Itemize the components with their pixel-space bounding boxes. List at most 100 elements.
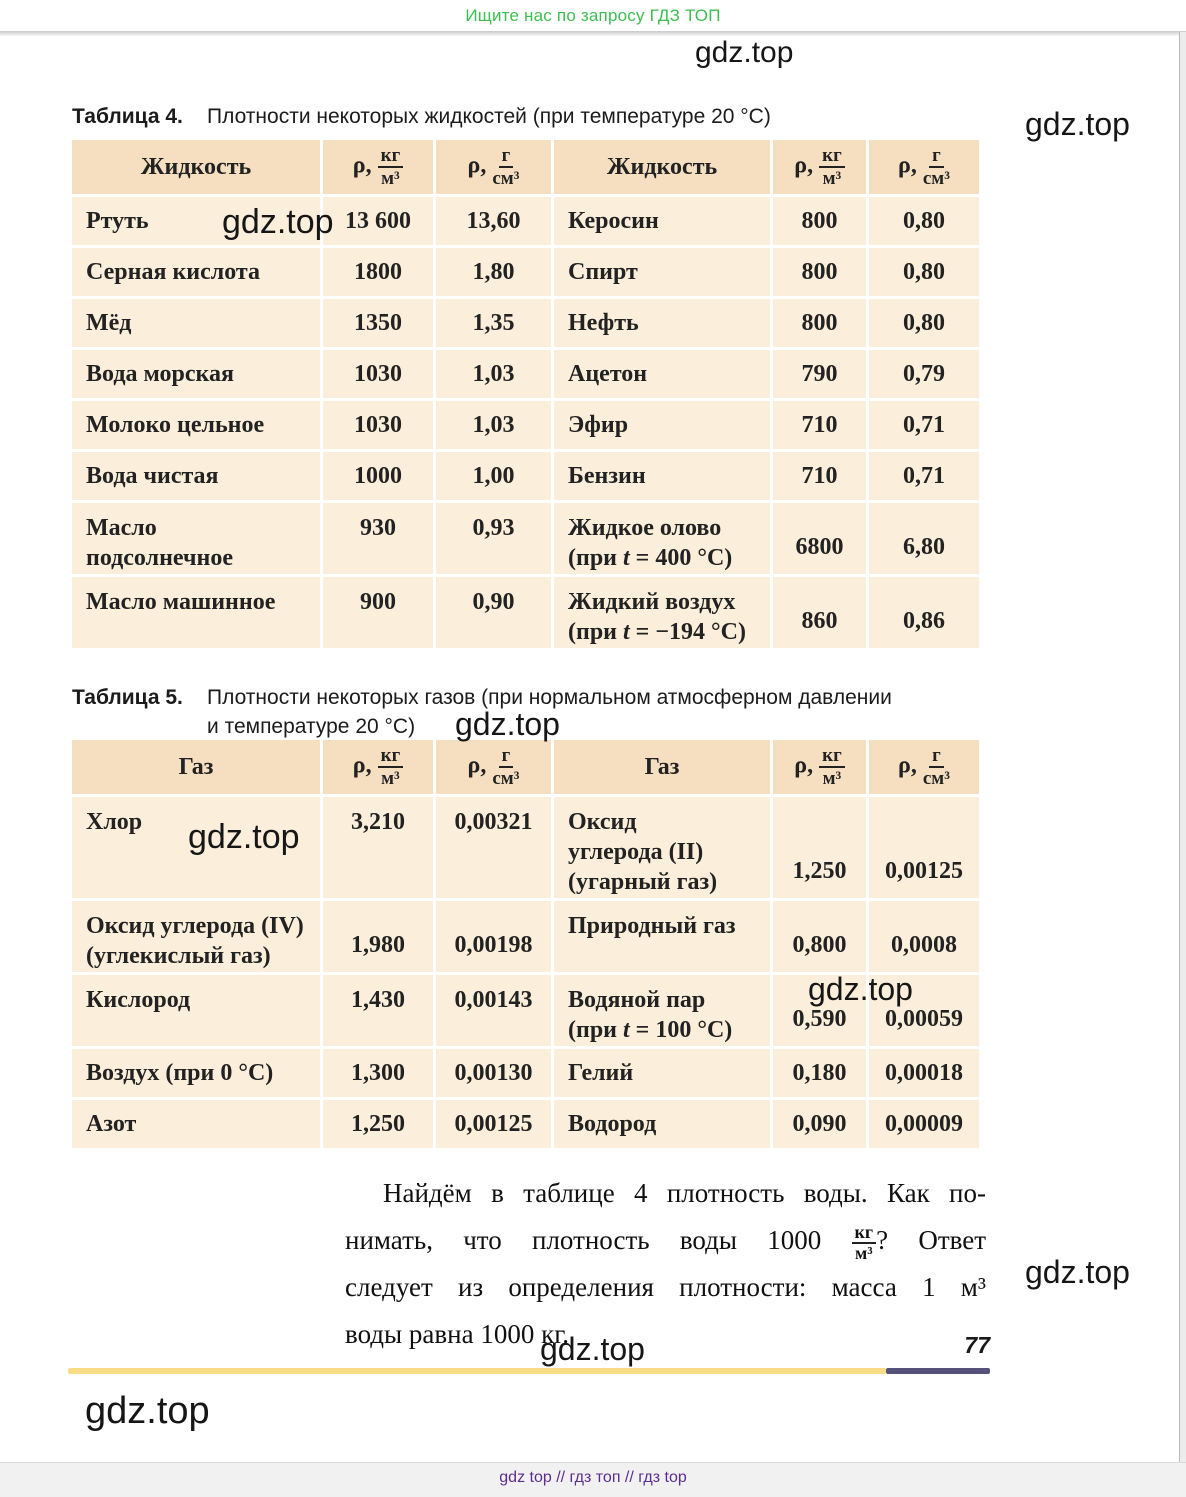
table-cell: Ацетон <box>554 350 770 398</box>
gdz-watermark: gdz.top <box>85 1390 210 1432</box>
table-cell: Жидкий воздух (при t = −194 °C) <box>554 577 770 648</box>
table5-label: Таблица 5. <box>72 686 183 709</box>
table-cell: 13 600 <box>323 197 433 245</box>
table-cell: Воздух (при 0 °C) <box>72 1049 320 1097</box>
table4-caption-text: Плотности некоторых жидкостей (при темпе… <box>207 105 771 128</box>
table-row: Кислород 1,430 0,00143 Водяной пар (при t = … <box>72 975 979 1046</box>
table-cell: 1,80 <box>436 248 551 296</box>
scrollbar[interactable] <box>1179 32 1186 1462</box>
header-cell: ρ, г см³ <box>869 740 979 794</box>
table-cell: 0,00321 <box>436 797 551 898</box>
table-row: Вода чистая 1000 1,00 Бензин 710 0,71 <box>72 452 979 500</box>
header-cell: ρ, г см³ <box>869 140 979 194</box>
footer-links-text[interactable]: gdz top // гдз топ // гдз top <box>499 1469 687 1486</box>
header-cell: ρ, кг м³ <box>323 740 433 794</box>
gdz-watermark: gdz.top <box>222 203 334 241</box>
gdz-watermark: gdz.top <box>1025 1254 1130 1290</box>
table-cell: 0,00198 <box>436 901 551 972</box>
table-cell: 6,80 <box>869 503 979 574</box>
table-cell: 3,210 <box>323 797 433 898</box>
table-cell: Ртуть <box>72 197 320 245</box>
table-cell: 0,00018 <box>869 1049 979 1097</box>
liquids-density-table: Жидкость ρ, кг м³ ρ, г см³ Жидкость ρ, кг м³ ρ, … <box>69 137 982 651</box>
table-cell: Мёд <box>72 299 320 347</box>
table-cell: Вода морская <box>72 350 320 398</box>
table-cell: 0,00059 <box>869 975 979 1046</box>
table-cell: 0,0008 <box>869 901 979 972</box>
header-cell: Газ <box>72 740 320 794</box>
table-cell: 800 <box>773 248 866 296</box>
table-cell: 1000 <box>323 452 433 500</box>
table-cell: 1,430 <box>323 975 433 1046</box>
body-text-line: нимать, что плотность воды 1000 кг м³? От… <box>345 1217 986 1264</box>
table5-caption: Таблица 5. Плотности некоторых газов (пр… <box>72 683 892 741</box>
table-cell: 0,00130 <box>436 1049 551 1097</box>
header-cell: ρ, кг м³ <box>773 740 866 794</box>
table-cell: 0,00143 <box>436 975 551 1046</box>
table-row: Оксид углерода (IV) (углекислый газ) 1,980… <box>72 901 979 972</box>
site-footer: gdz top // гдз топ // гдз top <box>0 1462 1186 1497</box>
table-cell: 0,90 <box>436 577 551 648</box>
table-cell: 0,86 <box>869 577 979 648</box>
table-cell: 1,300 <box>323 1049 433 1097</box>
table-cell: 0,090 <box>773 1100 866 1148</box>
table-header-row: Газ ρ, кг м³ ρ, г см³ Газ ρ, кг м³ ρ, г см³ <box>72 740 979 794</box>
table-row: Серная кислота 1800 1,80 Спирт 800 0,80 <box>72 248 979 296</box>
table-row: Хлор 3,210 0,00321 Оксид углерода (II) (угарн… <box>72 797 979 898</box>
table-cell: 1,980 <box>323 901 433 972</box>
body-text-segment: ? Ответ <box>876 1225 987 1255</box>
table-cell: 800 <box>773 197 866 245</box>
table-cell: Эфир <box>554 401 770 449</box>
gases-density-table: Газ ρ, кг м³ ρ, г см³ Газ ρ, кг м³ ρ, г см³ Хлор 3,… <box>69 737 982 1151</box>
header-cell: ρ, кг м³ <box>773 140 866 194</box>
header-cell: Жидкость <box>554 140 770 194</box>
gdz-watermark: gdz.top <box>188 818 300 856</box>
table-cell: Молоко цельное <box>72 401 320 449</box>
table-cell: Вода чистая <box>72 452 320 500</box>
table-cell: 0,80 <box>869 299 979 347</box>
table-cell: 930 <box>323 503 433 574</box>
table-row: Масло машинное 900 0,90 Жидкий воздух (при t… <box>72 577 979 648</box>
table-cell: Гелий <box>554 1049 770 1097</box>
table-cell: 0,79 <box>869 350 979 398</box>
table-cell: 0,00009 <box>869 1100 979 1148</box>
table-cell: 790 <box>773 350 866 398</box>
table-cell: 0,71 <box>869 452 979 500</box>
gdz-watermark: gdz.top <box>1025 106 1130 142</box>
header-cell: ρ, г см³ <box>436 140 551 194</box>
table-cell: 0,800 <box>773 901 866 972</box>
footer-rule-slate <box>886 1368 990 1374</box>
header-cell: Газ <box>554 740 770 794</box>
table-cell: 1,250 <box>323 1100 433 1148</box>
gdz-watermark: gdz.top <box>540 1331 645 1367</box>
table-cell: Масло машинное <box>72 577 320 648</box>
table-cell: Водород <box>554 1100 770 1148</box>
table-cell: 1030 <box>323 350 433 398</box>
table-cell: 0,00125 <box>436 1100 551 1148</box>
table-cell: Спирт <box>554 248 770 296</box>
header-cell: Жидкость <box>72 140 320 194</box>
table-cell: Керосин <box>554 197 770 245</box>
table-cell: 0,180 <box>773 1049 866 1097</box>
gdz-watermark: gdz.top <box>455 706 560 742</box>
table-cell: 1030 <box>323 401 433 449</box>
table-cell: Нефть <box>554 299 770 347</box>
table-cell: Масло подсолнечное <box>72 503 320 574</box>
table-row: Масло подсолнечное 930 0,93 Жидкое олово (при… <box>72 503 979 574</box>
table-cell: 13,60 <box>436 197 551 245</box>
gdz-watermark: gdz.top <box>695 36 794 69</box>
table-cell: 1,03 <box>436 401 551 449</box>
table-cell: 900 <box>323 577 433 648</box>
table-cell: 1,00 <box>436 452 551 500</box>
table-cell: 710 <box>773 401 866 449</box>
table-cell: 800 <box>773 299 866 347</box>
table-cell: Бензин <box>554 452 770 500</box>
body-text-line: Найдём в таблице 4 плотность воды. Как п… <box>383 1178 986 1208</box>
table-row: Мёд 1350 1,35 Нефть 800 0,80 <box>72 299 979 347</box>
table-header-row: Жидкость ρ, кг м³ ρ, г см³ Жидкость ρ, кг м³ ρ, … <box>72 140 979 194</box>
table-row: Ртуть 13 600 13,60 Керосин 800 0,80 <box>72 197 979 245</box>
table-cell: Оксид углерода (II) (угарный газ) <box>554 797 770 898</box>
kg-per-m3-fraction: кг м³ <box>851 1222 877 1263</box>
body-text-line: следует из определения плотности: масса … <box>345 1272 986 1302</box>
body-text: Найдём в таблице 4 плотность воды. Как п… <box>345 1170 986 1358</box>
